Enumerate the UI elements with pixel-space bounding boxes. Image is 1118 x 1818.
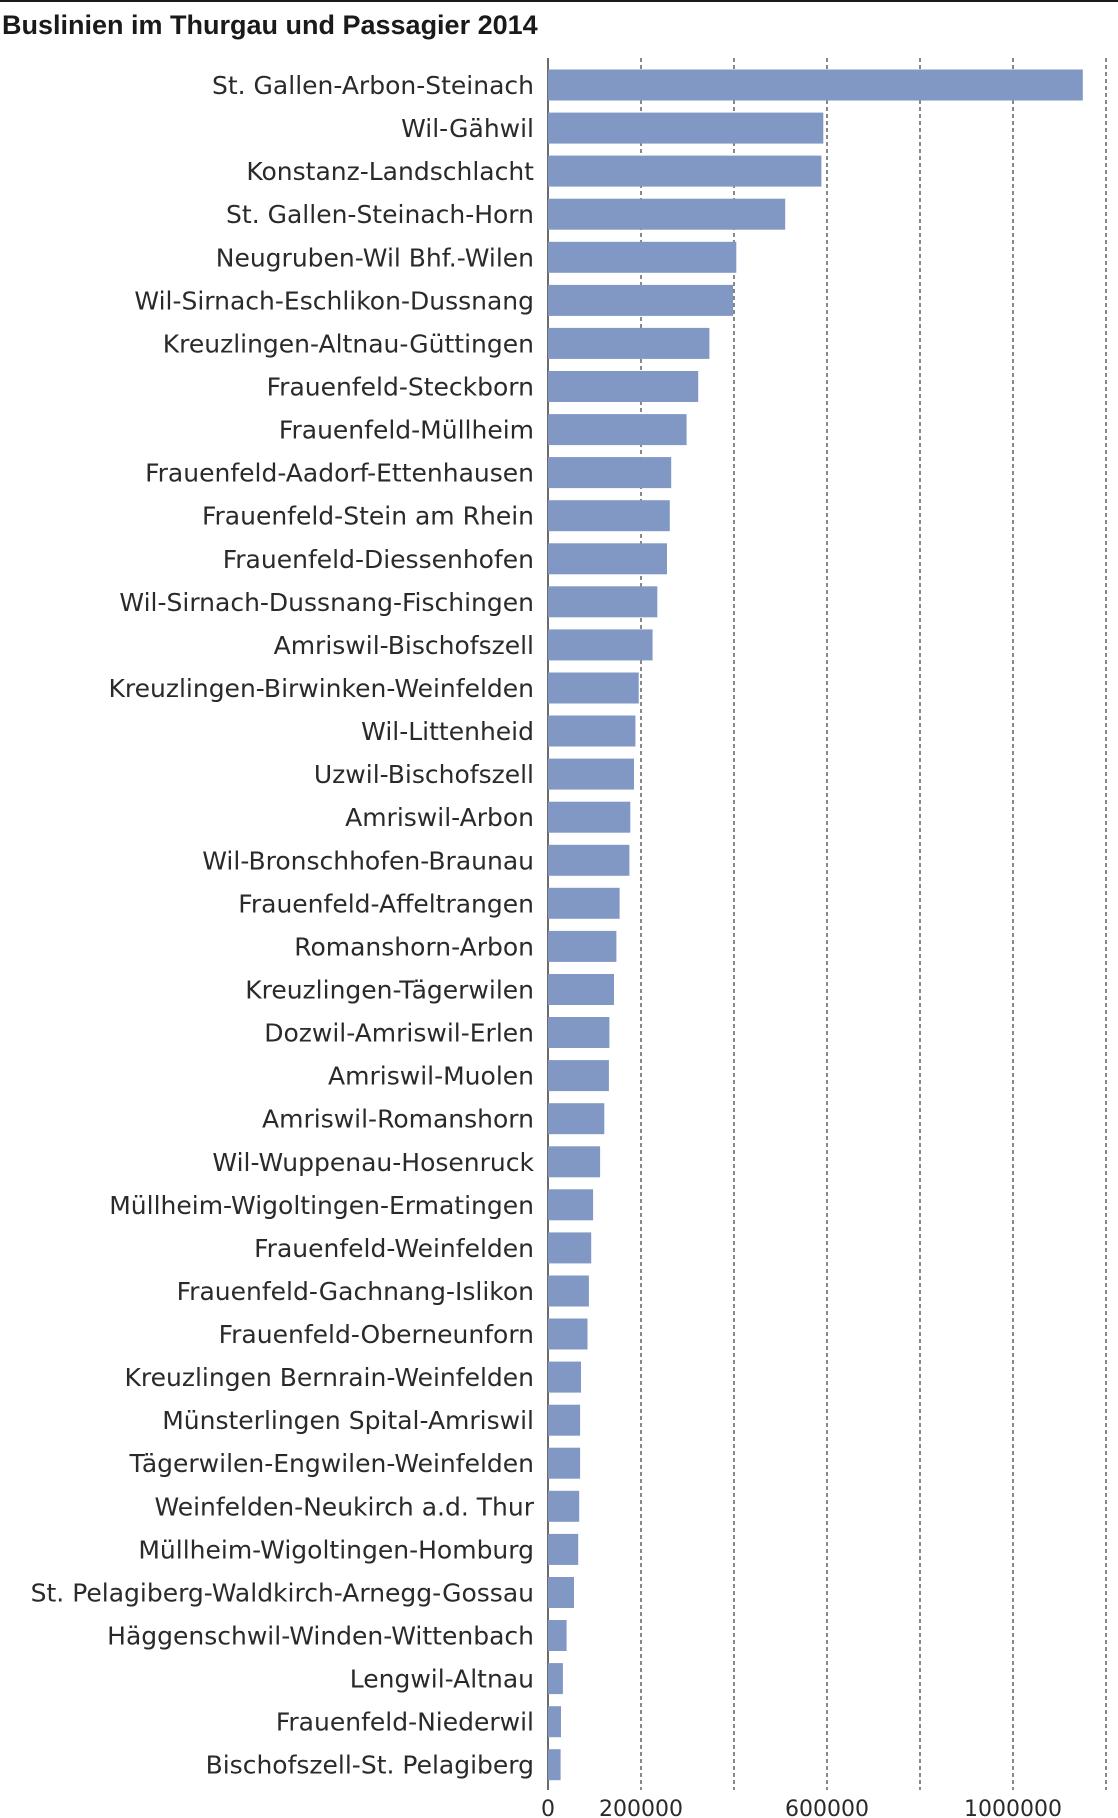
bar-romanshorn-arbon <box>548 930 617 962</box>
bar-frauenfeld-gachnang-islikon <box>548 1275 589 1307</box>
category-label-st-gallen-steinach-horn: St. Gallen-Steinach-Horn <box>226 200 534 229</box>
category-label-uzwil-bischofszell: Uzwil-Bischofszell <box>314 760 534 789</box>
bar-muellheim-wigoltingen-ermatingen <box>548 1189 594 1221</box>
bar-haeggenschwil-winden-wittenbach <box>548 1620 567 1651</box>
category-label-frauenfeld-muellheim: Frauenfeld-Müllheim <box>279 416 534 445</box>
bar-st-pelagiberg-waldkirch-arnegg-gossau <box>548 1577 574 1608</box>
bar-dozwil-amriswil-erlen <box>548 1017 610 1048</box>
category-label-neugruben-wil-bhf-wilen: Neugruben-Wil Bhf.-Wilen <box>216 243 534 272</box>
category-label-taegerwilen-engwilen-weinfelden: Tägerwilen-Engwilen-Weinfelden <box>128 1449 534 1478</box>
bar-wil-wuppenau-hosenruck <box>548 1146 601 1178</box>
bar-frauenfeld-diessenhofen <box>548 543 667 575</box>
category-label-kreuzlingen-bernrain-weinfelden: Kreuzlingen Bernrain-Weinfelden <box>124 1363 534 1392</box>
category-label-muensterlingen-spital-amriswil: Münsterlingen Spital-Amriswil <box>162 1406 534 1435</box>
bar-frauenfeld-oberneunforn <box>548 1318 588 1350</box>
bar-weinfelden-neukirch-a-d-thur <box>548 1490 580 1522</box>
bar-st-gallen-arbon-steinach <box>548 69 1083 101</box>
category-label-frauenfeld-stein-am-rhein: Frauenfeld-Stein am Rhein <box>202 502 534 531</box>
bar-frauenfeld-muellheim <box>548 414 687 446</box>
tick-label-layer: 0 200000 600000 1000000 <box>541 1797 1062 1818</box>
category-label-dozwil-amriswil-erlen: Dozwil-Amriswil-Erlen <box>264 1019 534 1048</box>
category-label-frauenfeld-affeltrangen: Frauenfeld-Affeltrangen <box>238 889 534 918</box>
bar-kreuzlingen-birwinken-weinfelden <box>548 672 639 704</box>
bar-layer <box>548 69 1083 1781</box>
category-label-wil-sirnach-eschlikon-dussnang: Wil-Sirnach-Eschlikon-Dussnang <box>134 286 534 315</box>
category-label-konstanz-landschlacht: Konstanz-Landschlacht <box>246 157 534 186</box>
category-label-haeggenschwil-winden-wittenbach: Häggenschwil-Winden-Wittenbach <box>107 1622 534 1651</box>
x-tick-label-600000: 600000 <box>785 1797 869 1818</box>
bar-kreuzlingen-taegerwilen <box>548 974 614 1005</box>
bar-frauenfeld-affeltrangen <box>548 887 620 919</box>
category-label-lengwil-altnau: Lengwil-Altnau <box>350 1665 534 1694</box>
category-label-frauenfeld-niederwil: Frauenfeld-Niederwil <box>276 1708 534 1737</box>
bar-uzwil-bischofszell <box>548 758 634 790</box>
bar-amriswil-arbon <box>548 801 631 833</box>
bar-wil-littenheid <box>548 715 636 747</box>
bar-wil-sirnach-eschlikon-dussnang <box>548 284 734 316</box>
bar-lengwil-altnau <box>548 1663 563 1695</box>
category-label-kreuzlingen-birwinken-weinfelden: Kreuzlingen-Birwinken-Weinfelden <box>108 674 534 703</box>
category-label-wil-wuppenau-hosenruck: Wil-Wuppenau-Hosenruck <box>212 1148 534 1177</box>
bar-st-gallen-steinach-horn <box>548 198 786 230</box>
category-label-st-gallen-arbon-steinach: St. Gallen-Arbon-Steinach <box>212 71 534 100</box>
category-label-bischofszell-st-pelagiberg: Bischofszell-St. Pelagiberg <box>206 1751 534 1780</box>
category-label-kreuzlingen-altnau-guettingen: Kreuzlingen-Altnau-Güttingen <box>163 329 534 358</box>
bar-frauenfeld-steckborn <box>548 371 699 402</box>
category-label-amriswil-muolen: Amriswil-Muolen <box>328 1062 534 1091</box>
bar-wil-bronschhofen-braunau <box>548 844 630 876</box>
top-rule <box>0 0 1118 2</box>
category-label-layer: St. Gallen-Arbon-Steinach Wil-Gähwil Konst… <box>31 71 535 1780</box>
category-label-wil-littenheid: Wil-Littenheid <box>361 717 534 746</box>
category-label-kreuzlingen-taegerwilen: Kreuzlingen-Tägerwilen <box>245 976 534 1005</box>
category-label-amriswil-arbon: Amriswil-Arbon <box>345 803 534 832</box>
category-label-wil-sirnach-dussnang-fischingen: Wil-Sirnach-Dussnang-Fischingen <box>119 588 534 617</box>
bar-neugruben-wil-bhf-wilen <box>548 241 737 273</box>
category-label-amriswil-bischofszell: Amriswil-Bischofszell <box>274 631 534 660</box>
bar-frauenfeld-niederwil <box>548 1706 561 1738</box>
bar-amriswil-bischofszell <box>548 629 653 661</box>
category-label-wil-gaehwil: Wil-Gähwil <box>401 114 534 143</box>
category-label-frauenfeld-gachnang-islikon: Frauenfeld-Gachnang-Islikon <box>177 1277 534 1306</box>
bar-bischofszell-st-pelagiberg <box>548 1749 561 1781</box>
bar-wil-gaehwil <box>548 112 824 144</box>
category-label-amriswil-romanshorn: Amriswil-Romanshorn <box>262 1105 534 1134</box>
category-label-frauenfeld-aadorf-ettenhausen: Frauenfeld-Aadorf-Ettenhausen <box>145 459 534 488</box>
category-label-weinfelden-neukirch-a-d-thur: Weinfelden-Neukirch a.d. Thur <box>154 1492 534 1521</box>
bar-kreuzlingen-bernrain-weinfelden <box>548 1361 581 1393</box>
category-label-romanshorn-arbon: Romanshorn-Arbon <box>294 932 534 961</box>
bar-taegerwilen-engwilen-weinfelden <box>548 1447 581 1479</box>
category-label-muellheim-wigoltingen-homburg: Müllheim-Wigoltingen-Homburg <box>138 1535 534 1564</box>
x-tick-label-200000: 200000 <box>599 1797 683 1818</box>
category-label-frauenfeld-diessenhofen: Frauenfeld-Diessenhofen <box>223 545 534 574</box>
category-label-frauenfeld-oberneunforn: Frauenfeld-Oberneunforn <box>219 1320 534 1349</box>
grid-layer <box>547 58 1107 1790</box>
category-label-wil-bronschhofen-braunau: Wil-Bronschhofen-Braunau <box>202 846 534 875</box>
bar-frauenfeld-weinfelden <box>548 1232 592 1264</box>
category-label-muellheim-wigoltingen-ermatingen: Müllheim-Wigoltingen-Ermatingen <box>109 1191 534 1220</box>
category-label-frauenfeld-weinfelden: Frauenfeld-Weinfelden <box>254 1234 534 1263</box>
bar-frauenfeld-aadorf-ettenhausen <box>548 457 672 489</box>
bar-wil-sirnach-dussnang-fischingen <box>548 586 658 618</box>
bar-konstanz-landschlacht <box>548 155 822 187</box>
chart-title: Buslinien im Thurgau und Passagier 2014 <box>2 10 538 40</box>
category-label-st-pelagiberg-waldkirch-arnegg-gossau: St. Pelagiberg-Waldkirch-Arnegg-Gossau <box>31 1579 534 1608</box>
bar-muellheim-wigoltingen-homburg <box>548 1533 579 1565</box>
bar-kreuzlingen-altnau-guettingen <box>548 327 710 359</box>
bar-frauenfeld-stein-am-rhein <box>548 500 670 532</box>
x-tick-label-1000000: 1000000 <box>964 1797 1062 1818</box>
bar-amriswil-muolen <box>548 1060 609 1092</box>
x-tick-label-0: 0 <box>541 1797 555 1818</box>
bar-amriswil-romanshorn <box>548 1103 605 1135</box>
category-label-frauenfeld-steckborn: Frauenfeld-Steckborn <box>267 373 534 402</box>
bar-muensterlingen-spital-amriswil <box>548 1404 581 1436</box>
